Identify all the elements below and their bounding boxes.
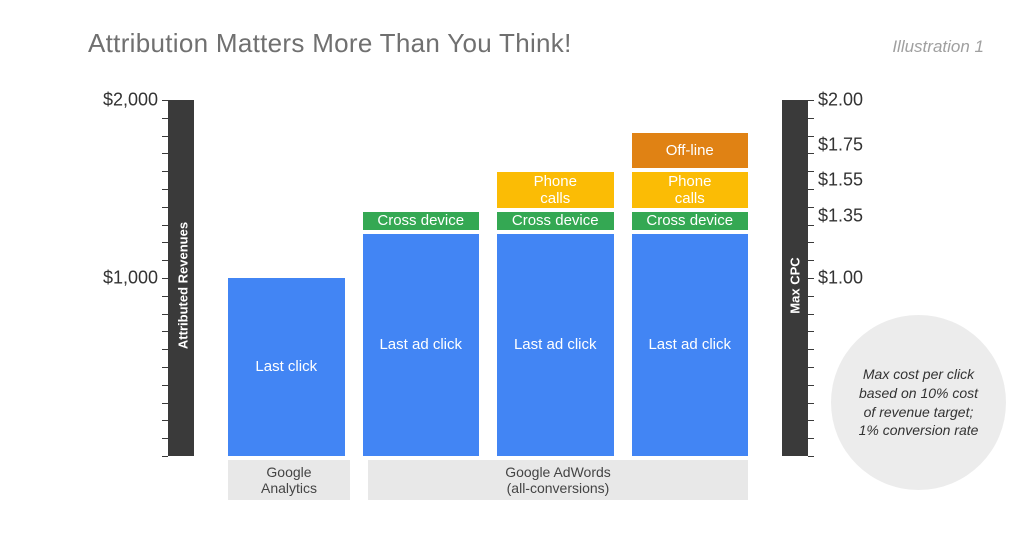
axis-tick — [808, 225, 814, 226]
axis-tick — [808, 153, 814, 154]
bar-segment: Last ad click — [632, 234, 749, 457]
axis-tick — [162, 242, 168, 243]
y-left-label: $2,000 — [88, 90, 158, 111]
axis-tick — [162, 331, 168, 332]
axis-tick — [808, 189, 814, 190]
axis-tick — [162, 153, 168, 154]
axis-tick — [808, 260, 814, 261]
axis-tick — [162, 403, 168, 404]
page-title: Attribution Matters More Than You Think! — [88, 28, 572, 59]
axis-tick — [808, 438, 814, 439]
axis-tick — [162, 385, 168, 386]
left-axis-bar: Attributed Revenues — [168, 100, 194, 456]
axis-tick — [808, 349, 814, 350]
bar-segment: Phone calls — [497, 172, 614, 208]
illustration-label: Illustration 1 — [892, 37, 984, 57]
axis-tick — [808, 420, 814, 421]
header: Attribution Matters More Than You Think!… — [88, 28, 984, 59]
axis-tick — [162, 438, 168, 439]
bar-segment: Last ad click — [363, 234, 480, 457]
axis-tick — [808, 367, 814, 368]
axis-tick — [162, 296, 168, 297]
axis-tick — [162, 118, 168, 119]
axis-tick — [162, 207, 168, 208]
bar-segment: Cross device — [632, 212, 749, 230]
bar-segment: Cross device — [363, 212, 480, 230]
axis-tick — [808, 385, 814, 386]
bar: Off-linePhone calls Cross device Last ad c… — [632, 133, 749, 456]
bar: Phone calls Cross device Last ad click — [497, 172, 614, 456]
axis-tick — [162, 136, 168, 137]
axis-tick — [162, 367, 168, 368]
axis-tick — [808, 314, 814, 315]
callout-circle: Max cost per click based on 10% cost of … — [831, 315, 1006, 490]
y-right-label: $1.55 — [818, 170, 888, 191]
bar-segment: Cross device — [497, 212, 614, 230]
right-axis-title: Max CPC — [788, 251, 803, 321]
y-left-label: $1,000 — [88, 268, 158, 289]
attribution-chart: Attributed Revenues Max CPC Last clickCr… — [88, 80, 808, 500]
axis-tick — [808, 118, 814, 119]
axis-tick — [808, 242, 814, 243]
axis-tick — [162, 189, 168, 190]
axis-tick — [162, 260, 168, 261]
y-right-label: $1.75 — [818, 134, 888, 155]
y-right-label: $2.00 — [818, 90, 888, 111]
bar-segment: Off-line — [632, 133, 749, 169]
axis-tick — [808, 207, 814, 208]
bar-segment: Last click — [228, 278, 345, 456]
axis-tick — [162, 171, 168, 172]
axis-tick — [162, 349, 168, 350]
bar-segment: Phone calls — [632, 172, 749, 208]
bars-region: Last clickCross deviceLast ad clickPhone… — [228, 100, 748, 456]
axis-tick — [808, 296, 814, 297]
axis-tick — [808, 278, 814, 279]
category-label: Google Analytics — [228, 460, 350, 500]
axis-tick — [808, 136, 814, 137]
y-right-label: $1.00 — [818, 268, 888, 289]
right-axis-bar: Max CPC — [782, 100, 808, 456]
callout-text: Max cost per click based on 10% cost of … — [853, 365, 984, 441]
category-label-group: Google AdWords (all-conversions) — [368, 460, 748, 500]
axis-tick — [162, 456, 168, 457]
axis-tick — [808, 171, 814, 172]
axis-tick — [162, 278, 168, 279]
axis-tick — [808, 403, 814, 404]
axis-tick — [808, 456, 814, 457]
bar: Last click — [228, 278, 345, 456]
axis-tick — [162, 420, 168, 421]
axis-tick — [162, 314, 168, 315]
y-right-label: $1.35 — [818, 205, 888, 226]
bar-segment: Last ad click — [497, 234, 614, 457]
bar: Cross device Last ad click — [363, 212, 480, 456]
category-row: Google Analytics Google AdWords (all-conv… — [228, 460, 748, 500]
axis-tick — [808, 331, 814, 332]
left-axis-title: Attributed Revenues — [176, 216, 191, 356]
axis-tick — [162, 100, 168, 101]
axis-tick — [808, 100, 814, 101]
axis-tick — [162, 225, 168, 226]
